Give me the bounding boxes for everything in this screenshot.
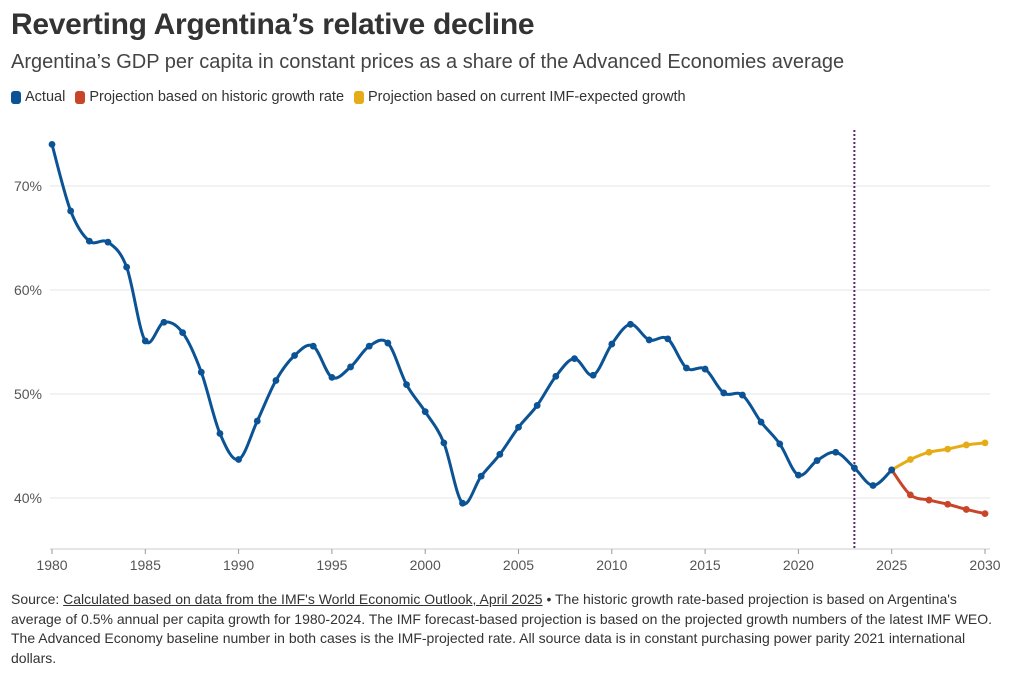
data-point-actual[interactable]: [645, 336, 653, 344]
data-point-actual[interactable]: [48, 141, 56, 148]
data-point-actual[interactable]: [850, 464, 858, 472]
data-point-historic[interactable]: [906, 491, 914, 499]
x-axis: 1980 1985 1990 1995 2000 2005 2010 2015 2020 2025…: [36, 548, 1001, 573]
chart-subtitle: Argentina’s GDP per capita in constant p…: [11, 51, 845, 73]
series-group: [48, 141, 989, 517]
data-point-actual[interactable]: [869, 482, 877, 489]
data-point-actual[interactable]: [197, 368, 205, 376]
legend-item-actual: Actual: [11, 89, 65, 105]
data-point-actual[interactable]: [720, 389, 728, 397]
data-point-actual[interactable]: [757, 418, 765, 426]
x-tick-label: 2010: [596, 557, 627, 573]
data-point-actual[interactable]: [253, 417, 261, 425]
source-text: • The historic growth rate-based project…: [11, 591, 993, 666]
data-point-actual[interactable]: [440, 439, 448, 447]
data-point-actual[interactable]: [888, 466, 896, 474]
data-point-actual[interactable]: [179, 329, 187, 337]
data-point-actual[interactable]: [701, 365, 709, 373]
data-point-actual[interactable]: [515, 423, 522, 431]
legend-swatch-historic: [75, 90, 86, 104]
legend-swatch-actual: [11, 90, 21, 104]
data-point-actual[interactable]: [309, 342, 317, 350]
series-line-historic: [890, 468, 987, 516]
data-point-actual[interactable]: [328, 373, 336, 381]
y-tick-label: 40%: [14, 490, 42, 506]
line-chart: 1980 1985 1990 1995 2000 2005 2010 2015 2020 2025…: [14, 130, 1001, 573]
data-point-actual[interactable]: [421, 408, 429, 416]
series-line-imf: [890, 441, 987, 472]
y-tick-label: 60%: [14, 282, 42, 298]
x-tick-label: 2005: [503, 557, 534, 573]
data-point-actual[interactable]: [552, 372, 560, 380]
legend-label-historic: Projection based on historic growth rate: [89, 89, 345, 105]
series-actual: [48, 141, 896, 507]
data-point-actual[interactable]: [608, 340, 616, 348]
data-point-historic[interactable]: [962, 506, 970, 513]
series-historic: [888, 466, 989, 517]
data-point-imf[interactable]: [944, 445, 952, 453]
data-point-imf[interactable]: [962, 441, 970, 449]
data-point-actual[interactable]: [403, 381, 410, 389]
x-tick-label: 1985: [130, 557, 161, 573]
data-point-actual[interactable]: [813, 457, 821, 464]
data-point-actual[interactable]: [384, 339, 392, 347]
data-point-actual[interactable]: [160, 318, 168, 326]
x-tick-label: 2015: [690, 557, 721, 573]
data-point-historic[interactable]: [925, 496, 933, 504]
source-note: Source: Calculated based on data from th…: [11, 590, 1001, 668]
data-point-actual[interactable]: [795, 471, 802, 479]
data-point-actual[interactable]: [67, 207, 75, 215]
x-tick-label: 2020: [783, 557, 814, 573]
data-point-imf[interactable]: [906, 456, 914, 463]
data-point-actual[interactable]: [589, 371, 597, 379]
legend-item-imf: Projection based on current IMF-expected…: [354, 89, 686, 105]
data-point-imf[interactable]: [981, 439, 989, 447]
legend-label-imf: Projection based on current IMF-expected…: [368, 89, 686, 105]
data-point-actual[interactable]: [477, 472, 485, 480]
data-point-actual[interactable]: [832, 448, 840, 456]
series-imf: [888, 439, 989, 474]
legend-swatch-imf: [354, 90, 365, 104]
x-tick-label: 1995: [316, 557, 347, 573]
x-tick-label: 1980: [36, 557, 67, 573]
legend-item-historic: Projection based on historic growth rate: [75, 89, 344, 105]
data-point-actual[interactable]: [272, 377, 280, 384]
data-point-actual[interactable]: [235, 456, 243, 463]
y-tick-label: 70%: [14, 178, 42, 194]
data-point-actual[interactable]: [533, 402, 541, 409]
data-point-actual[interactable]: [216, 430, 224, 437]
x-tick-label: 1990: [223, 557, 254, 573]
y-axis: 40% 50% 60% 70%: [14, 178, 42, 506]
data-point-actual[interactable]: [123, 263, 131, 271]
legend-label-actual: Actual: [25, 89, 66, 105]
data-point-actual[interactable]: [365, 342, 373, 350]
data-point-actual[interactable]: [347, 363, 354, 371]
x-tick-label: 2000: [410, 557, 441, 573]
data-point-actual[interactable]: [664, 335, 672, 343]
data-point-actual[interactable]: [104, 238, 112, 246]
data-point-historic[interactable]: [981, 510, 989, 517]
data-point-actual[interactable]: [776, 440, 784, 448]
source-prefix: Source:: [11, 591, 60, 607]
legend: Actual Projection based on historic grow…: [11, 89, 686, 105]
x-tick-label: 2030: [969, 557, 1000, 573]
data-point-actual[interactable]: [85, 237, 93, 245]
data-point-actual[interactable]: [627, 320, 634, 328]
gridlines: [50, 185, 990, 499]
data-point-actual[interactable]: [683, 364, 690, 372]
data-point-actual[interactable]: [571, 355, 578, 363]
data-point-actual[interactable]: [496, 450, 504, 458]
y-tick-label: 50%: [14, 386, 42, 402]
series-line-actual: [50, 142, 894, 506]
data-point-actual[interactable]: [739, 391, 746, 399]
data-point-actual[interactable]: [291, 352, 298, 359]
chart-title: Reverting Argentina’s relative decline: [11, 8, 535, 41]
data-point-imf[interactable]: [925, 448, 933, 456]
data-point-actual[interactable]: [141, 337, 149, 345]
x-tick-label: 2025: [876, 557, 907, 573]
data-point-actual[interactable]: [459, 499, 466, 507]
data-point-historic[interactable]: [944, 500, 952, 508]
source-link[interactable]: Calculated based on data from the IMF's …: [63, 591, 543, 607]
